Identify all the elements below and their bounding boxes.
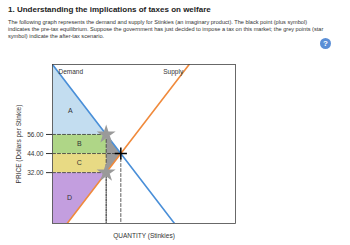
svg-text:D: D	[67, 194, 72, 201]
svg-text:32.00: 32.00	[27, 169, 44, 176]
html-text:The following graph represents: The following graph represents the deman…	[8, 19, 324, 39]
svg-text:A: A	[68, 107, 73, 114]
svg-text:Demand: Demand	[59, 68, 84, 75]
svg-text:C: C	[77, 159, 82, 166]
svg-text:56.00: 56.00	[27, 131, 44, 138]
svg-text:B: B	[77, 140, 82, 147]
svg-text:44.00: 44.00	[27, 150, 44, 157]
svg-text:QUANTITY (Stinkies): QUANTITY (Stinkies)	[113, 232, 175, 240]
svg-text:PRICE (Dollars per Stinkie): PRICE (Dollars per Stinkie)	[15, 105, 23, 184]
svg-text:Supply: Supply	[163, 68, 184, 76]
html-text:1. Understanding the implicati: 1. Understanding the implications of tax…	[8, 5, 211, 14]
